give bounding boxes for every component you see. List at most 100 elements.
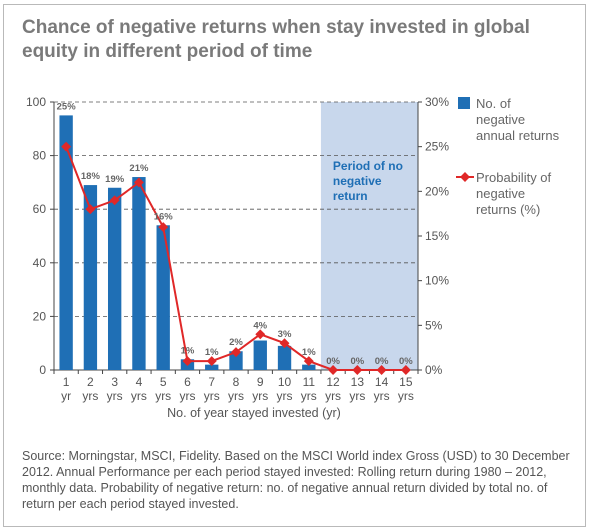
bar <box>277 345 292 370</box>
line-point <box>255 329 266 340</box>
x-tick-label-unit: yrs <box>277 389 293 403</box>
x-tick-label-unit: yrs <box>228 389 244 403</box>
bar <box>156 225 170 370</box>
x-tick-label-unit: yr <box>61 389 71 403</box>
x-tick-label-number: 3 <box>111 375 118 389</box>
line-point <box>303 356 314 367</box>
bar <box>59 115 73 371</box>
legend-bar-label-line: No. of <box>476 96 511 111</box>
right-axis-tick-label: 20% <box>425 184 449 198</box>
shaded-region-label-line: Period of no <box>333 159 403 173</box>
data-label: 16% <box>154 211 174 222</box>
x-tick-label-number: 11 <box>303 375 316 389</box>
x-tick-label-unit: yrs <box>398 389 414 403</box>
bar <box>132 177 146 370</box>
x-axis-title: No. of year stayed invested (yr) <box>167 406 341 420</box>
data-label: 4% <box>253 320 267 331</box>
x-tick-label-unit: yrs <box>155 389 171 403</box>
bar <box>229 351 243 370</box>
x-tick-label-unit: yrs <box>349 389 365 403</box>
legend-bar-swatch <box>458 97 470 109</box>
x-tick-label-unit: yrs <box>301 389 317 403</box>
right-axis-tick-label: 30% <box>425 95 449 109</box>
right-axis-tick-label: 15% <box>425 229 449 243</box>
data-label: 21% <box>129 163 149 174</box>
data-label: 0% <box>350 356 364 367</box>
x-tick-label-number: 15 <box>399 375 413 389</box>
data-label: 2% <box>229 337 243 348</box>
x-tick-label-unit: yrs <box>252 389 268 403</box>
legend-line-label-line: Probability of <box>476 170 552 185</box>
x-tick-label-number: 14 <box>375 375 389 389</box>
left-axis-tick-label: 0 <box>39 363 46 377</box>
line-point <box>85 204 96 215</box>
data-label: 1% <box>181 345 195 356</box>
line-point <box>328 365 339 375</box>
x-tick-label-number: 8 <box>233 375 240 389</box>
x-tick-label-number: 2 <box>87 375 94 389</box>
right-axis-tick-label: 25% <box>425 140 449 154</box>
shaded-region <box>320 102 418 370</box>
line-point <box>279 338 290 349</box>
data-label: 25% <box>57 101 77 112</box>
x-tick-label-unit: yrs <box>374 389 390 403</box>
line-point <box>206 356 217 367</box>
x-tick-label-unit: yrs <box>179 389 195 403</box>
right-axis-tick-label: 10% <box>425 274 449 288</box>
x-tick-label-unit: yrs <box>131 389 147 403</box>
data-label: 3% <box>278 329 292 340</box>
data-label: 1% <box>302 347 316 358</box>
data-label: 1% <box>205 347 219 358</box>
x-tick-label-number: 9 <box>257 375 264 389</box>
x-tick-label-number: 12 <box>326 375 340 389</box>
x-tick-label-number: 6 <box>184 375 191 389</box>
line-point <box>231 347 241 358</box>
legend-bar-label-line: annual returns <box>476 128 560 143</box>
data-label: 0% <box>375 356 389 367</box>
right-axis-tick-label: 0% <box>425 363 443 377</box>
chart-title: Chance of negative returns when stay inv… <box>22 17 530 62</box>
legend-line-label-line: returns (%) <box>476 202 540 217</box>
x-tick-label-number: 1 <box>63 375 70 389</box>
line-point <box>158 222 169 233</box>
data-label: 0% <box>326 356 340 367</box>
x-tick-label-number: 5 <box>160 375 167 389</box>
legend-line-label-line: negative <box>476 186 525 201</box>
chart-svg: Period of nonegativereturn0204060801000%… <box>26 95 560 420</box>
bar <box>107 187 122 370</box>
line-point <box>352 365 363 375</box>
x-tick-label-unit: yrs <box>204 389 220 403</box>
left-axis-tick-label: 40 <box>33 256 47 270</box>
line-point <box>109 195 120 206</box>
shaded-region-label-line: return <box>333 189 368 203</box>
bar <box>83 185 98 370</box>
x-tick-label-number: 7 <box>208 375 215 389</box>
line-point <box>182 356 193 367</box>
left-axis-tick-label: 20 <box>33 309 47 323</box>
x-tick-label-number: 13 <box>351 375 365 389</box>
left-axis-tick-label: 60 <box>33 202 47 216</box>
shaded-region-label-line: negative <box>333 174 382 188</box>
right-axis-tick-label: 5% <box>425 318 443 332</box>
data-label: 0% <box>399 356 413 367</box>
x-tick-label-number: 10 <box>278 375 292 389</box>
data-label: 18% <box>81 171 101 182</box>
bar <box>302 364 316 370</box>
left-axis-tick-label: 80 <box>33 149 47 163</box>
bar <box>253 340 267 370</box>
line-point <box>61 141 72 152</box>
chart-frame <box>3 4 586 527</box>
legend-bar-label-line: negative <box>476 112 525 127</box>
data-label: 19% <box>105 174 125 185</box>
x-tick-label-unit: yrs <box>107 389 123 403</box>
bar <box>205 364 219 370</box>
line-point <box>376 365 387 375</box>
x-tick-label-unit: yrs <box>325 389 341 403</box>
left-axis-tick-label: 100 <box>26 95 46 109</box>
source-note: Source: Morningstar, MSCI, Fidelity. Bas… <box>22 449 570 511</box>
line-point <box>133 177 144 188</box>
x-tick-label-number: 4 <box>136 375 143 389</box>
x-tick-label-unit: yrs <box>82 389 98 403</box>
legend-line-marker <box>460 172 470 182</box>
line-point <box>400 365 411 375</box>
